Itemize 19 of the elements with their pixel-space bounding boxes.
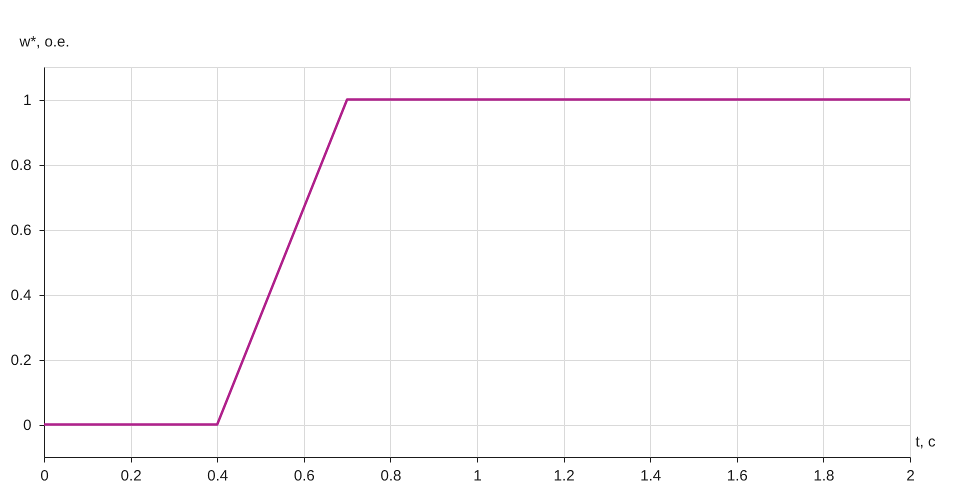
- y-tick-label: 0.8: [10, 157, 32, 174]
- x-axis-title: t, с: [916, 434, 936, 450]
- x-tick-label: 0.2: [120, 468, 142, 484]
- x-tick-label: 0.8: [380, 468, 402, 484]
- x-tick-label: 0.6: [294, 468, 315, 484]
- x-tick-label: 2: [906, 468, 915, 484]
- y-tick-label: 1: [23, 92, 32, 109]
- y-tick-label: 0.2: [10, 352, 32, 369]
- y-tick-label: 0: [23, 417, 32, 434]
- y-tick-label: 0.4: [10, 287, 32, 304]
- x-tick-label: 1.4: [640, 468, 662, 484]
- x-tick-label: 1.2: [554, 468, 575, 484]
- x-tick-label: 1.6: [726, 468, 748, 484]
- y-axis-title: w*, о.е.: [18, 34, 70, 50]
- x-tick-label: 0: [40, 468, 49, 484]
- x-tick-label: 0.4: [207, 468, 228, 484]
- x-tick-label: 1: [473, 468, 482, 484]
- y-tick-label: 0.6: [10, 222, 32, 239]
- x-tick-label: 1.8: [813, 468, 834, 484]
